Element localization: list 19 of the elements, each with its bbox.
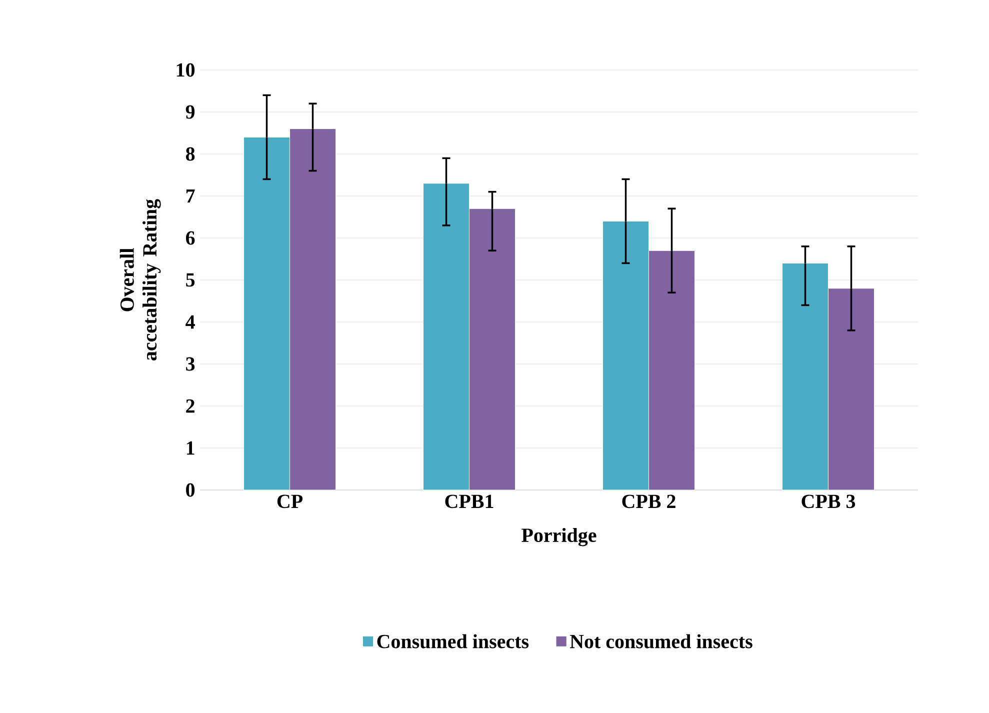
y-tick-label: 0 — [186, 483, 195, 497]
y-tick-label: 6 — [186, 231, 195, 245]
x-tick-label: CPB 3 — [802, 494, 856, 508]
y-axis-title: Overall accetability Rating — [120, 199, 161, 360]
y-tick-label: 2 — [186, 399, 194, 413]
y-tick-label: 1 — [186, 441, 194, 455]
legend-label: Not consumed insects — [570, 634, 752, 648]
y-tick-label: 10 — [176, 63, 195, 77]
y-tick-label: 8 — [186, 147, 195, 161]
y-tick-label: 9 — [186, 105, 195, 119]
x-tick-label: CPB1 — [445, 494, 494, 508]
legend-label: Consumed insects — [377, 634, 529, 648]
x-tick-label: CP — [277, 494, 303, 508]
y-tick-label: 4 — [186, 315, 195, 329]
y-tick-label: 3 — [186, 357, 195, 371]
y-tick-label: 5 — [186, 273, 195, 287]
y-tick-label: 7 — [186, 189, 195, 203]
x-axis-title: Porridge — [522, 528, 596, 546]
x-tick-label: CPB 2 — [622, 494, 676, 508]
